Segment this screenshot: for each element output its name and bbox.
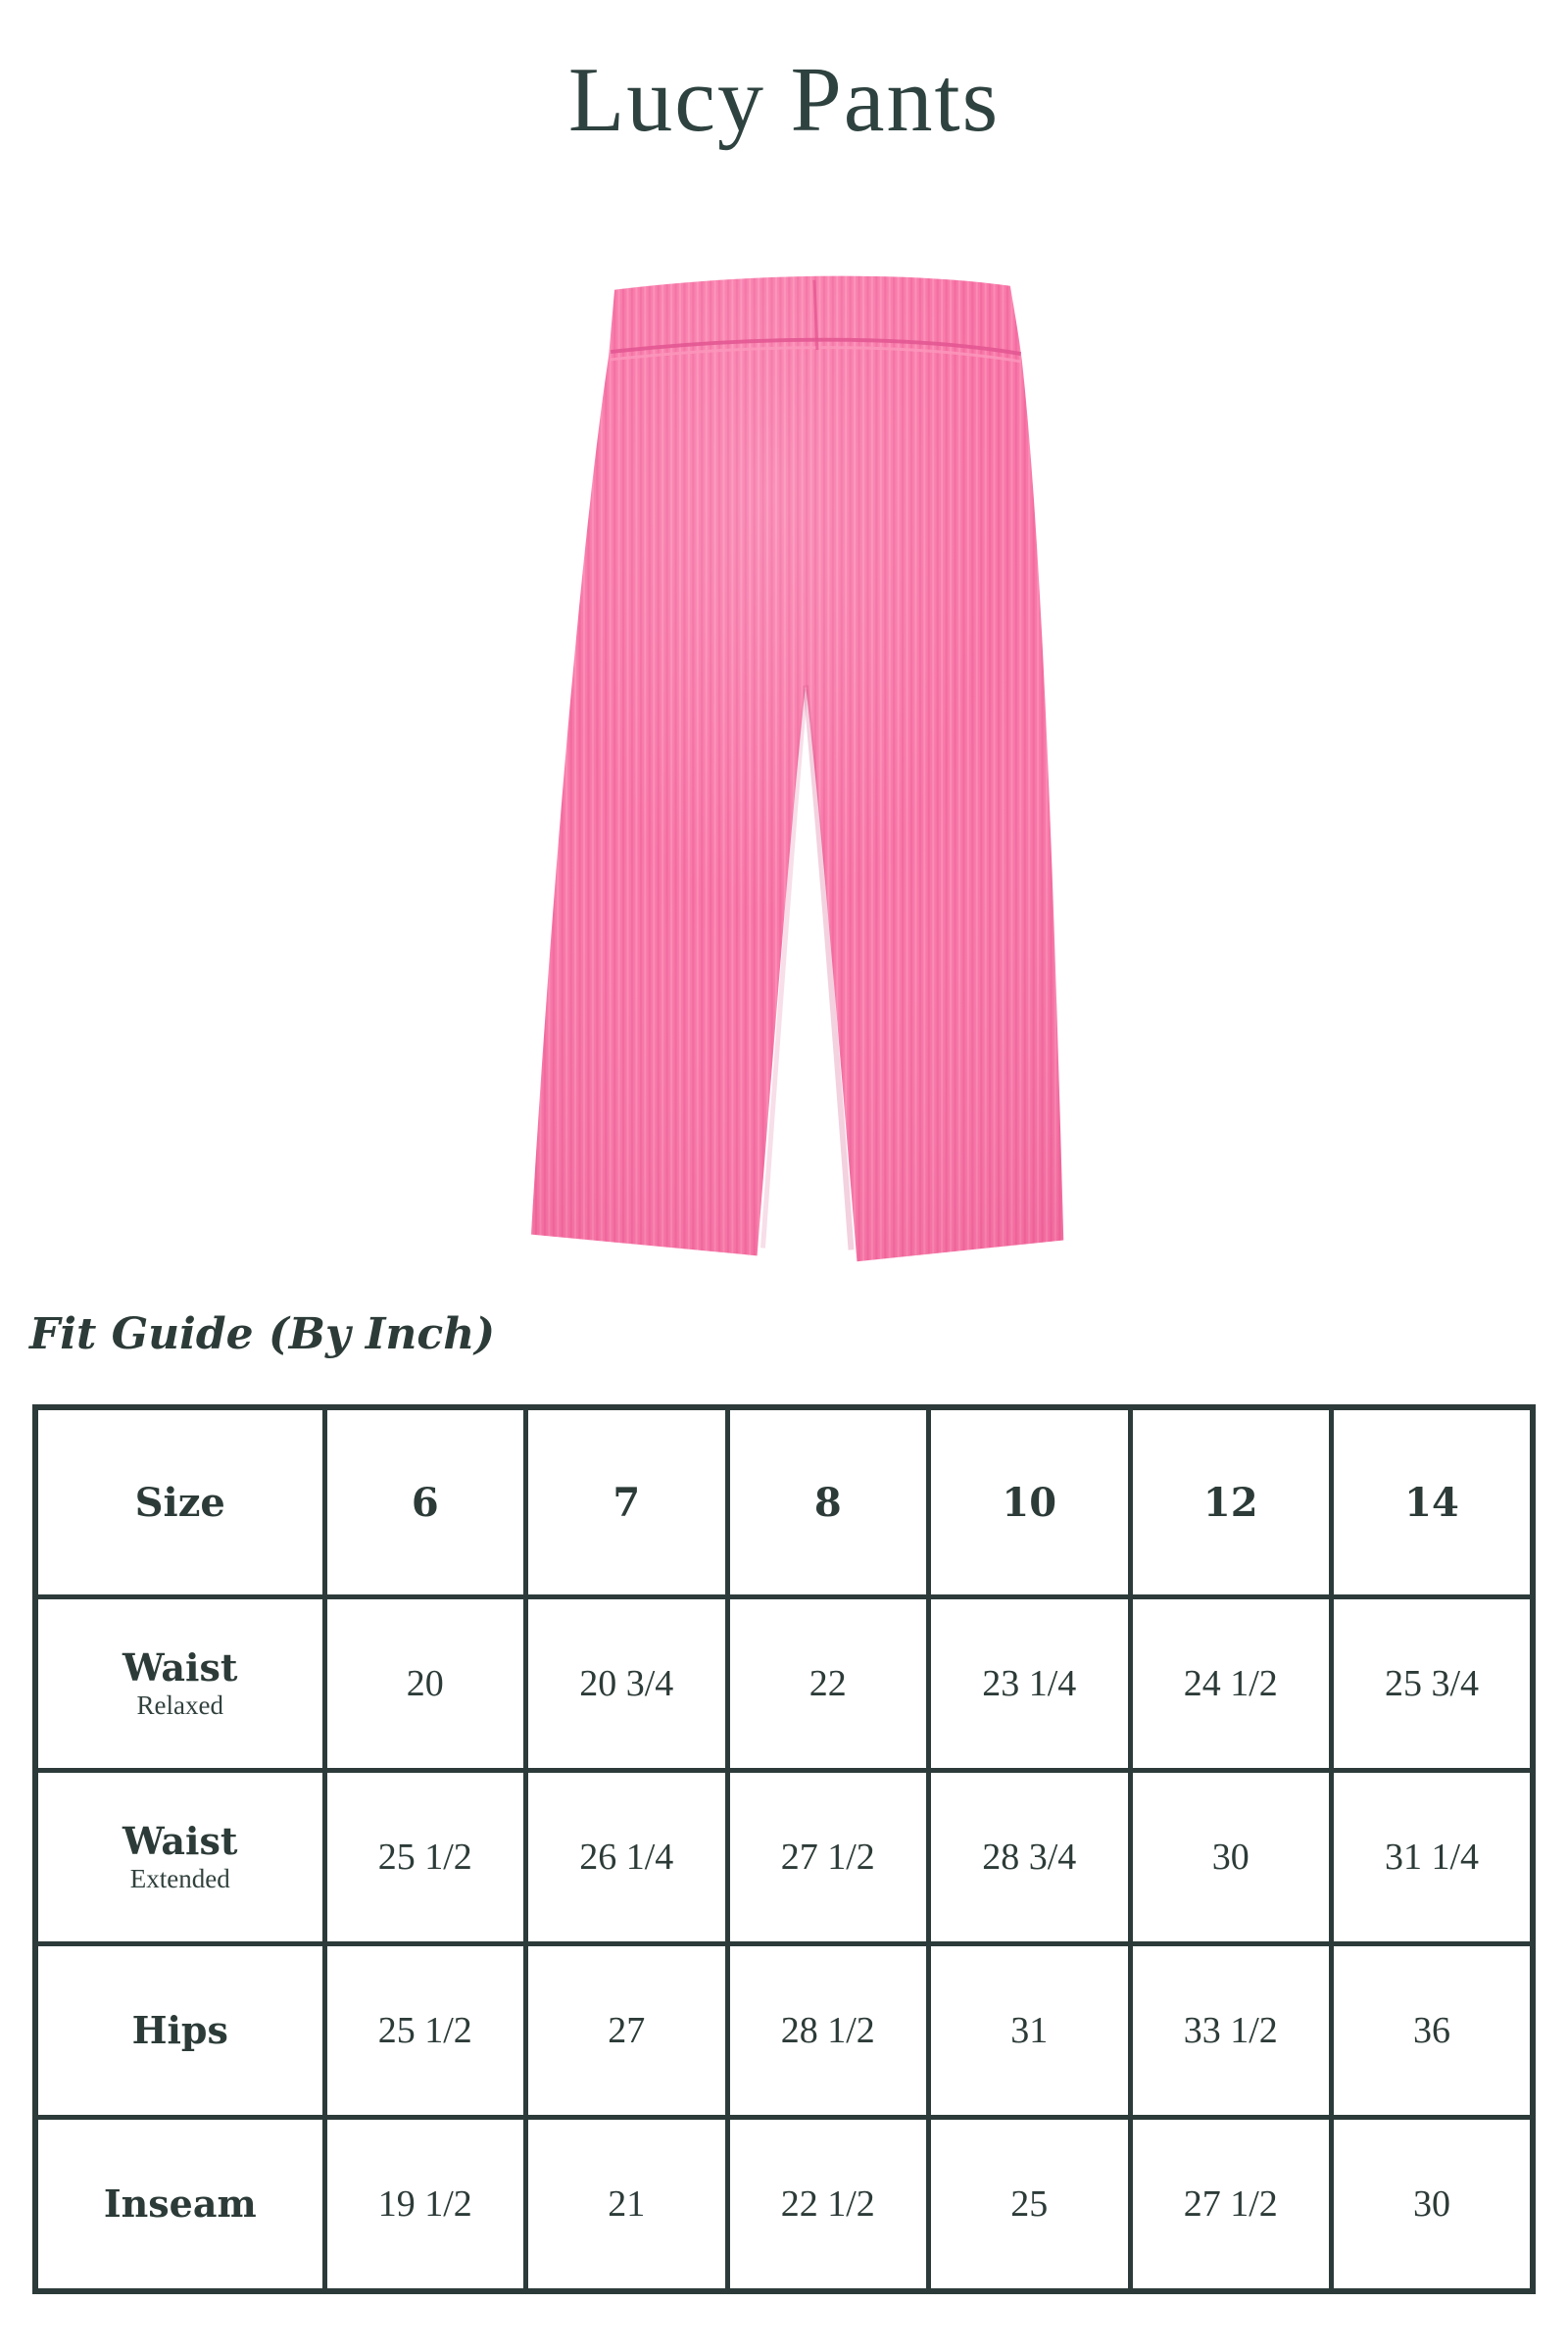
- measurement-cell: 27: [523, 1941, 730, 2120]
- measurement-cell: 28 3/4: [926, 1768, 1133, 1946]
- table-header-row: Size 6 7 8 10 12 14: [32, 1404, 1536, 1599]
- row-label: Waist: [122, 1818, 238, 1863]
- row-label: Inseam: [103, 2181, 257, 2227]
- page-title: Lucy Pants: [567, 49, 1001, 151]
- measurement-cell: 25 1/2: [321, 1941, 528, 2120]
- row-sublabel: Extended: [129, 1863, 230, 1893]
- measurement-cell: 22: [724, 1594, 931, 1773]
- measurement-cell: 25 3/4: [1329, 1594, 1536, 1773]
- row-label: Waist: [122, 1644, 238, 1690]
- row-label: Hips: [131, 2008, 228, 2053]
- row-header-hips: Hips: [32, 1941, 327, 2120]
- fit-guide-heading: Fit Guide (By Inch): [29, 1309, 496, 1359]
- col-header-size: Size: [32, 1404, 327, 1599]
- measurement-cell: 23 1/4: [926, 1594, 1133, 1773]
- table-row-waist-extended: Waist Extended 25 1/2 26 1/4 27 1/2 28 3…: [32, 1768, 1536, 1946]
- col-header-10: 10: [926, 1404, 1133, 1599]
- measurement-cell: 25: [926, 2115, 1133, 2294]
- measurement-cell: 30: [1127, 1768, 1334, 1946]
- measurement-cell: 30: [1329, 2115, 1536, 2294]
- table-row-waist-relaxed: Waist Relaxed 20 20 3/4 22 23 1/4 24 1/2…: [32, 1594, 1536, 1773]
- size-table: Size 6 7 8 10 12 14 Waist Relaxed 20 20 …: [32, 1404, 1536, 2294]
- measurement-cell: 26 1/4: [523, 1768, 730, 1946]
- measurement-cell: 22 1/2: [724, 2115, 931, 2294]
- measurement-cell: 21: [523, 2115, 730, 2294]
- measurement-cell: 31: [926, 1941, 1133, 2120]
- col-header-8: 8: [724, 1404, 931, 1599]
- measurement-cell: 19 1/2: [321, 2115, 528, 2294]
- row-header-waist-relaxed: Waist Relaxed: [32, 1594, 327, 1773]
- measurement-cell: 31 1/4: [1329, 1768, 1536, 1946]
- measurement-cell: 20: [321, 1594, 528, 1773]
- col-header-14: 14: [1329, 1404, 1536, 1599]
- table-row-inseam: Inseam 19 1/2 21 22 1/2 25 27 1/2 30: [32, 2115, 1536, 2294]
- measurement-cell: 20 3/4: [523, 1594, 730, 1773]
- table-row-hips: Hips 25 1/2 27 28 1/2 31 33 1/2 36: [32, 1941, 1536, 2120]
- measurement-cell: 28 1/2: [724, 1941, 931, 2120]
- measurement-cell: 33 1/2: [1127, 1941, 1334, 2120]
- col-header-12: 12: [1127, 1404, 1334, 1599]
- measurement-cell: 24 1/2: [1127, 1594, 1334, 1773]
- measurement-cell: 27 1/2: [724, 1768, 931, 1946]
- measurement-cell: 27 1/2: [1127, 2115, 1334, 2294]
- row-header-waist-extended: Waist Extended: [32, 1768, 327, 1946]
- measurement-cell: 25 1/2: [321, 1768, 528, 1946]
- row-sublabel: Relaxed: [136, 1690, 223, 1720]
- pink-pants-illustration: [530, 275, 1064, 1262]
- measurement-cell: 36: [1329, 1941, 1536, 2120]
- row-header-inseam: Inseam: [32, 2115, 327, 2294]
- product-image: [517, 263, 1100, 1287]
- col-header-6: 6: [321, 1404, 528, 1599]
- col-header-7: 7: [523, 1404, 730, 1599]
